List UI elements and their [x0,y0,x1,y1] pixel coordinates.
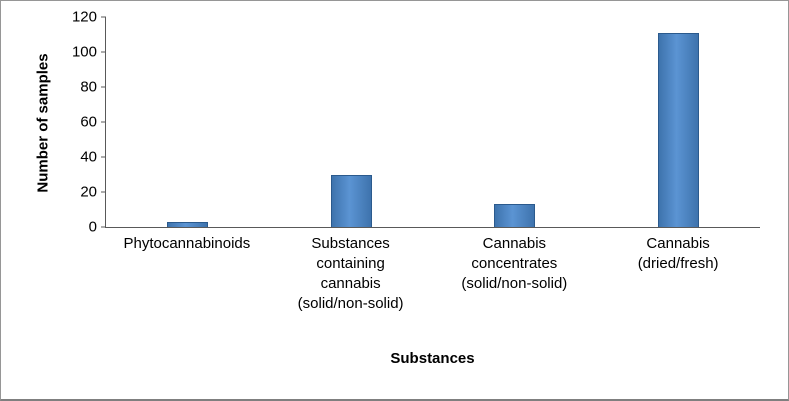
y-tick: 0 [65,220,106,235]
bar-slot [433,17,597,227]
y-tick-mark [101,86,106,88]
bar-slot [597,17,761,227]
y-tick-mark [101,191,106,193]
category-label-1: Substances containing cannabis (solid/no… [297,235,404,312]
y-tick-label: 80 [80,78,97,96]
y-tick-mark [101,156,106,158]
y-tick-label: 100 [71,43,97,61]
bar-0 [167,221,209,227]
y-axis-title: Number of samples [34,53,52,193]
y-tick: 20 [65,185,106,200]
y-tick-label: 40 [80,148,97,166]
y-tick-label: 60 [80,113,97,131]
bar-slot [106,17,270,227]
y-tick-label: 0 [88,218,97,236]
plot-area: 0 20 40 60 80 100 120 [72,10,760,235]
y-axis-ticks: 0 20 40 60 80 100 120 [72,10,760,235]
bar-2 [494,204,536,227]
category-label-0: Phytocannabinoids [123,235,251,252]
bar-slot [270,17,434,227]
category-label-2: Cannabis concentrates (solid/non-solid) [461,235,568,292]
bar-3 [657,32,699,227]
y-tick: 120 [65,10,106,25]
y-tick-label: 20 [80,183,97,201]
x-axis-title: Substances [390,350,475,367]
y-tick-mark [101,226,106,228]
y-tick: 40 [65,150,106,165]
y-tick-mark [101,16,106,18]
y-tick: 60 [65,115,106,130]
bar-1 [330,174,372,227]
y-tick: 80 [65,80,106,95]
y-tick: 100 [65,45,106,60]
bars [106,17,760,227]
y-tick-label: 120 [71,8,97,26]
y-tick-mark [101,51,106,53]
category-label-3: Cannabis (dried/fresh) [637,235,719,272]
y-tick-mark [101,121,106,123]
category-labels: Phytocannabinoids Substances containing c… [105,234,760,314]
